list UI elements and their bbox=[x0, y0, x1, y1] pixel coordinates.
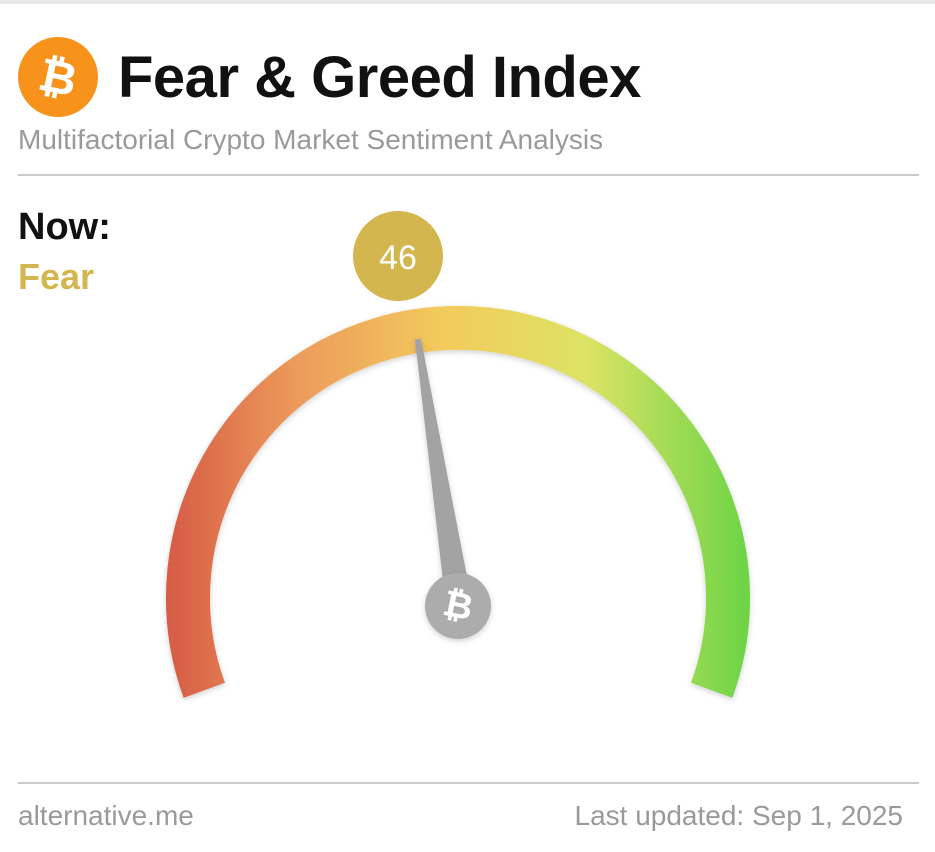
header-divider bbox=[18, 174, 919, 176]
now-label: Now: bbox=[18, 206, 111, 248]
gauge-arc bbox=[166, 305, 750, 698]
last-updated: Last updated: Sep 1, 2025 bbox=[574, 800, 904, 831]
index-value: 46 bbox=[379, 239, 417, 277]
page-title: Fear & Greed Index bbox=[118, 44, 641, 110]
value-badge bbox=[353, 211, 443, 301]
header: ₿ Fear & Greed Index bbox=[10, 29, 641, 125]
top-border bbox=[0, 0, 935, 4]
page-subtitle: Multifactorial Crypto Market Sentiment A… bbox=[18, 124, 604, 155]
footer-divider bbox=[18, 782, 919, 784]
source-link[interactable]: alternative.me bbox=[18, 800, 194, 831]
gauge-hub bbox=[425, 573, 491, 639]
gauge-needle bbox=[415, 338, 471, 600]
sentiment-classification: Fear bbox=[18, 256, 95, 297]
